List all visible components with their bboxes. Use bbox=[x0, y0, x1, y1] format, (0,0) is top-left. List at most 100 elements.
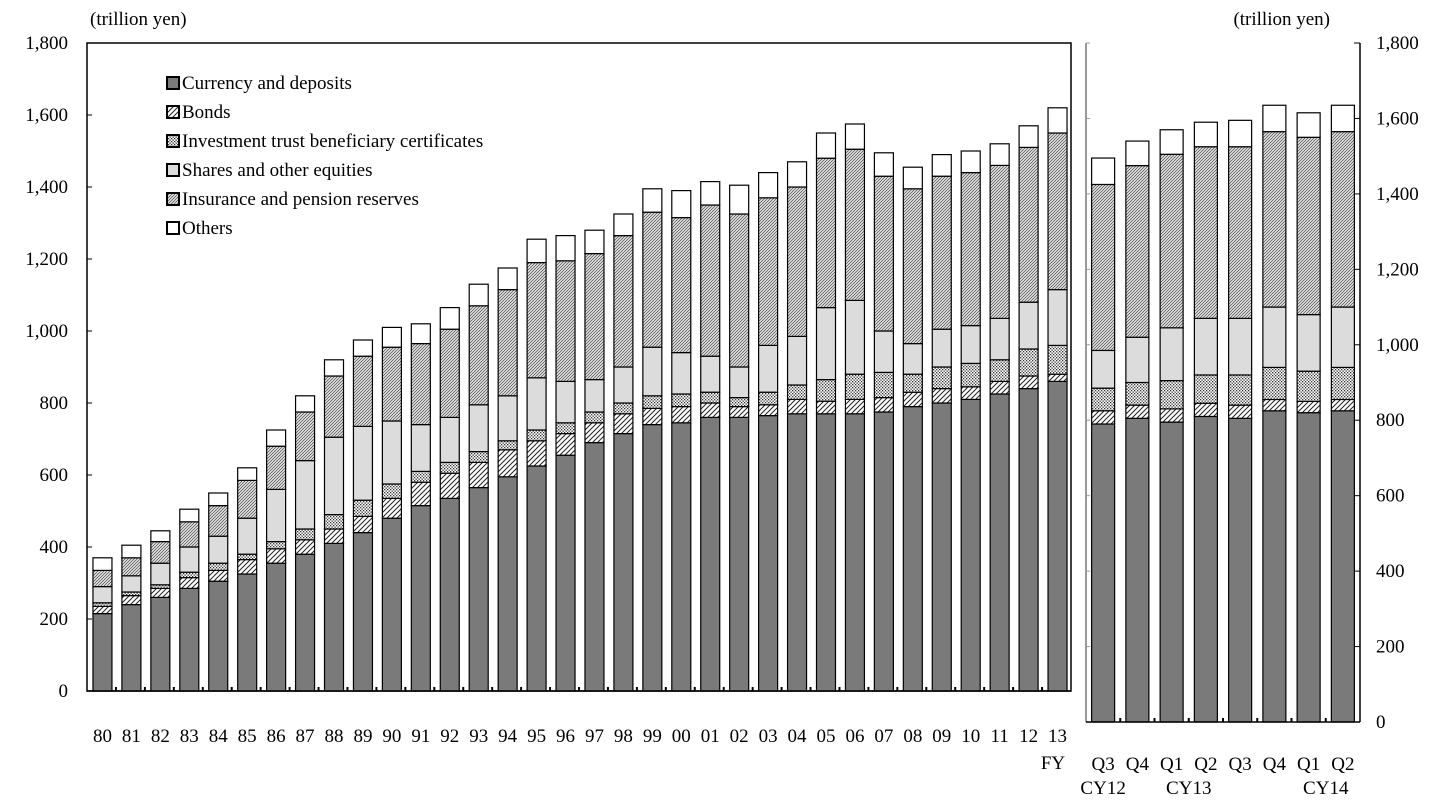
bar-segment-insurance-and-pension-reserves bbox=[555, 260, 576, 382]
bar-segment-insurance-and-pension-reserves bbox=[1018, 146, 1039, 303]
bar-segment-currency-and-deposits bbox=[1125, 417, 1150, 723]
left-y-tick-label: 0 bbox=[59, 681, 69, 702]
left-y-tick-label: 1,600 bbox=[25, 105, 68, 126]
bar-segment-bonds bbox=[92, 605, 113, 615]
left-y-tick-label: 600 bbox=[40, 465, 69, 486]
bar-segment-insurance-and-pension-reserves bbox=[671, 217, 692, 354]
left-x-tick-label: 86 bbox=[267, 726, 286, 747]
bar-segment-others bbox=[468, 283, 489, 307]
legend-swatch-currency-and-deposits bbox=[166, 76, 180, 90]
bar-segment-shares-and-other-equities bbox=[584, 379, 605, 413]
right-unit-label: (trillion yen) bbox=[1233, 9, 1330, 30]
bar-segment-currency-and-deposits bbox=[1018, 388, 1039, 692]
bar-segment-bonds bbox=[642, 407, 663, 426]
bar-segment-insurance-and-pension-reserves bbox=[758, 197, 779, 347]
bar-segment-currency-and-deposits bbox=[902, 406, 923, 692]
bar-segment-investment-trust-beneficiary-certificates bbox=[439, 461, 460, 474]
legend-swatch-insurance-and-pension-reserves bbox=[166, 192, 180, 206]
bar-segment-investment-trust-beneficiary-certificates bbox=[352, 499, 374, 518]
legend-swatch-others bbox=[166, 221, 180, 235]
bar-segment-insurance-and-pension-reserves bbox=[960, 172, 981, 327]
bar-segment-investment-trust-beneficiary-certificates bbox=[902, 373, 923, 393]
bar-segment-others bbox=[237, 467, 258, 481]
bar-segment-bonds bbox=[468, 461, 489, 489]
bar-segment-insurance-and-pension-reserves bbox=[237, 479, 258, 519]
bar-segment-bonds bbox=[1262, 398, 1287, 412]
bar-segment-insurance-and-pension-reserves bbox=[92, 569, 113, 588]
bar-segment-others bbox=[121, 544, 142, 559]
bar-segment-bonds bbox=[700, 402, 721, 418]
legend-label-bonds: Bonds bbox=[182, 102, 231, 123]
bar-segment-shares-and-other-equities bbox=[902, 343, 923, 375]
bar-segment-insurance-and-pension-reserves bbox=[266, 445, 287, 491]
bar-segment-insurance-and-pension-reserves bbox=[873, 175, 894, 332]
bar-segment-currency-and-deposits bbox=[1159, 421, 1184, 723]
bar-segment-currency-and-deposits bbox=[555, 454, 576, 692]
bar-segment-bonds bbox=[237, 558, 258, 575]
bar-segment-others bbox=[960, 150, 981, 174]
bar-segment-others bbox=[266, 429, 287, 447]
bar-segment-others bbox=[381, 326, 402, 348]
bar-segment-others bbox=[323, 359, 345, 377]
bar-segment-investment-trust-beneficiary-certificates bbox=[960, 362, 981, 388]
bar-segment-insurance-and-pension-reserves bbox=[150, 540, 171, 564]
bar-segment-currency-and-deposits bbox=[873, 411, 894, 692]
bar-segment-insurance-and-pension-reserves bbox=[902, 188, 923, 345]
bar-segment-shares-and-other-equities bbox=[497, 395, 518, 442]
bar-segment-currency-and-deposits bbox=[989, 393, 1010, 692]
bar-segment-others bbox=[352, 339, 374, 357]
left-unit-label: (trillion yen) bbox=[90, 9, 187, 30]
bar-segment-others bbox=[179, 508, 200, 523]
bar-segment-bonds bbox=[208, 569, 229, 582]
left-x-tick-label: 82 bbox=[151, 726, 170, 747]
bar-segment-shares-and-other-equities bbox=[613, 366, 634, 404]
right-x-tick-label: Q1 bbox=[1160, 754, 1183, 775]
bar-segment-currency-and-deposits bbox=[700, 416, 721, 692]
bar-segment-others bbox=[873, 152, 894, 177]
bar-segment-shares-and-other-equities bbox=[266, 488, 287, 543]
bar-segment-investment-trust-beneficiary-certificates bbox=[555, 422, 576, 435]
left-y-axis: 0 200 400 600 800 1,000 1,200 1,400 1,600 1,800 bbox=[25, 33, 92, 702]
bar-segment-investment-trust-beneficiary-certificates bbox=[266, 540, 287, 550]
right-y-tick-label: 800 bbox=[1376, 410, 1405, 431]
bar-segment-investment-trust-beneficiary-certificates bbox=[642, 395, 663, 409]
left-x-tick-label: 01 bbox=[701, 726, 720, 747]
bar-segment-others bbox=[1228, 119, 1253, 148]
bar-segment-insurance-and-pension-reserves bbox=[410, 343, 431, 426]
bar-segment-shares-and-other-equities bbox=[150, 562, 171, 586]
right-x-tick-label: Q2 bbox=[1194, 754, 1217, 775]
bar-segment-insurance-and-pension-reserves bbox=[468, 305, 489, 406]
bar-segment-shares-and-other-equities bbox=[758, 344, 779, 393]
right-y-tick-label: 1,400 bbox=[1376, 184, 1419, 205]
bar-segment-insurance-and-pension-reserves bbox=[786, 186, 808, 337]
bar-segment-others bbox=[1018, 125, 1039, 149]
bar-segment-investment-trust-beneficiary-certificates bbox=[1047, 344, 1068, 375]
left-x-tick-label: 99 bbox=[643, 726, 662, 747]
bar-segment-investment-trust-beneficiary-certificates bbox=[1018, 348, 1039, 377]
bar-segment-insurance-and-pension-reserves bbox=[294, 411, 316, 462]
bar-segment-investment-trust-beneficiary-certificates bbox=[1193, 374, 1218, 404]
legend-label-investment-trust-beneficiary-certificates: Investment trust beneficiary certificate… bbox=[182, 131, 483, 152]
bar-segment-bonds bbox=[931, 388, 952, 404]
bar-segment-currency-and-deposits bbox=[526, 465, 547, 692]
bar-segment-bonds bbox=[729, 406, 750, 419]
bar-segment-others bbox=[439, 307, 460, 330]
bar-segment-shares-and-other-equities bbox=[555, 380, 576, 424]
left-x-tick-label: 07 bbox=[874, 726, 893, 747]
bar-segment-shares-and-other-equities bbox=[960, 325, 981, 365]
bar-segment-bonds bbox=[1296, 400, 1321, 414]
bar-segment-insurance-and-pension-reserves bbox=[1228, 146, 1253, 319]
right-y-tick-label: 1,800 bbox=[1376, 33, 1419, 54]
bar-segment-others bbox=[208, 492, 229, 507]
left-y-tick-label: 200 bbox=[40, 609, 69, 630]
bar-segment-bonds bbox=[873, 397, 894, 413]
bar-segment-currency-and-deposits bbox=[758, 415, 779, 692]
bar-segment-investment-trust-beneficiary-certificates bbox=[815, 379, 837, 402]
bar-segment-currency-and-deposits bbox=[352, 531, 374, 692]
legend-swatch-shares-and-other-equities bbox=[166, 163, 180, 177]
left-x-tick-label: 98 bbox=[614, 726, 633, 747]
bar-segment-shares-and-other-equities bbox=[294, 460, 316, 530]
bar-segment-insurance-and-pension-reserves bbox=[352, 355, 374, 428]
bar-segment-shares-and-other-equities bbox=[815, 307, 837, 381]
